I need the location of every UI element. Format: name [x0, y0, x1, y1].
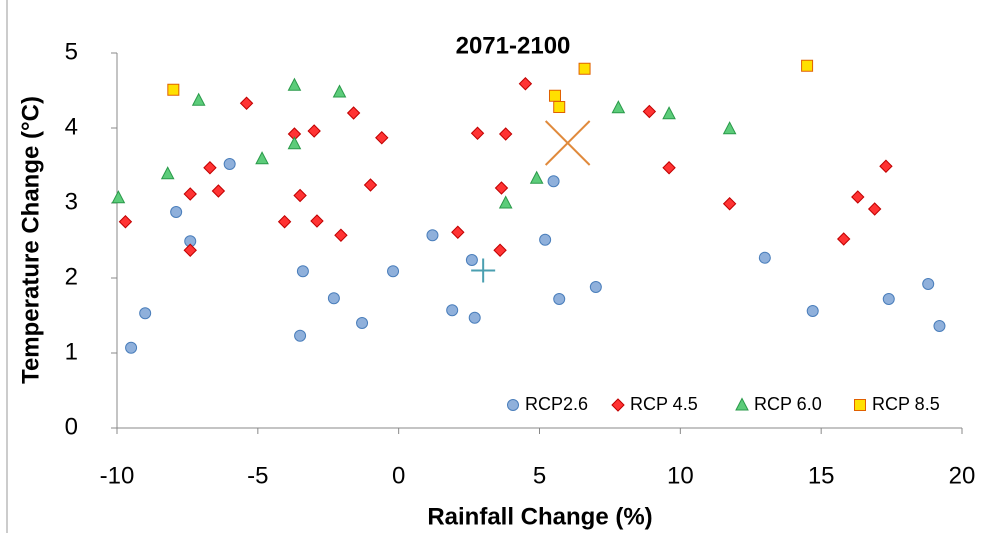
- point: [498, 195, 513, 209]
- point: [867, 202, 882, 216]
- point: [223, 158, 236, 170]
- point: [211, 184, 226, 198]
- point: [356, 317, 369, 329]
- point: [879, 159, 893, 173]
- legend-swatch: [507, 399, 519, 411]
- y-tick-label: 1: [65, 338, 78, 365]
- point: [494, 181, 509, 195]
- point: [255, 151, 269, 165]
- point: [611, 100, 626, 114]
- point: [553, 293, 566, 305]
- point: [287, 136, 302, 150]
- point: [662, 106, 676, 120]
- point: [139, 307, 152, 320]
- legend-label: RCP2.6: [525, 394, 588, 414]
- x-tick-label: -10: [100, 462, 135, 489]
- x-tick-label: 10: [667, 462, 694, 489]
- legend-swatch: [611, 398, 625, 412]
- point: [468, 311, 481, 324]
- x-tick-label: -5: [247, 462, 268, 489]
- point: [851, 190, 865, 204]
- x-axis-title: Rainfall Change (%): [427, 503, 652, 530]
- legend-label: RCP 4.5: [630, 394, 698, 414]
- x-tick-label: 20: [949, 462, 976, 489]
- point: [548, 89, 561, 102]
- mean-marker: [544, 120, 591, 166]
- point: [167, 83, 180, 96]
- point: [801, 59, 814, 72]
- y-tick-label: 3: [65, 188, 78, 215]
- point: [183, 243, 197, 257]
- point: [287, 77, 302, 91]
- y-tick-label: 4: [65, 113, 78, 140]
- point: [307, 124, 321, 138]
- point: [160, 166, 175, 180]
- point: [334, 228, 348, 242]
- point: [111, 190, 126, 204]
- point: [183, 187, 197, 201]
- point: [529, 170, 544, 184]
- point: [375, 131, 389, 145]
- point: [589, 281, 602, 293]
- legend-swatch: [735, 397, 749, 411]
- point: [662, 161, 676, 175]
- point: [578, 62, 591, 75]
- point: [806, 305, 819, 317]
- point: [547, 175, 560, 188]
- y-tick-label: 2: [65, 263, 78, 290]
- point: [539, 233, 552, 246]
- point: [310, 214, 324, 228]
- point: [296, 265, 309, 278]
- point: [239, 96, 254, 110]
- x-tick-label: 0: [392, 462, 405, 489]
- point: [722, 197, 737, 211]
- point: [446, 304, 459, 317]
- point: [498, 127, 513, 141]
- point: [493, 243, 507, 257]
- point: [518, 77, 533, 91]
- legend-swatch: [854, 399, 866, 411]
- legend-label: RCP 6.0: [754, 394, 822, 414]
- point: [293, 188, 307, 203]
- x-tick-label: 5: [533, 462, 546, 489]
- point: [332, 84, 347, 98]
- point: [203, 161, 217, 175]
- point: [363, 178, 378, 192]
- y-tick-label: 5: [65, 38, 78, 65]
- legend-label: RCP 8.5: [872, 394, 940, 414]
- x-tick-label: 15: [808, 462, 835, 489]
- point: [277, 215, 292, 229]
- chart-title: 2071-2100: [456, 32, 571, 59]
- mean-marker: [471, 258, 496, 283]
- point: [451, 225, 465, 239]
- point: [170, 206, 183, 218]
- point: [470, 126, 485, 140]
- point: [465, 254, 478, 266]
- point: [387, 265, 400, 278]
- point: [327, 292, 340, 305]
- point: [642, 104, 657, 119]
- point: [118, 215, 133, 229]
- point: [346, 106, 361, 120]
- point: [933, 320, 946, 332]
- point: [553, 101, 566, 113]
- y-axis-title: Temperature Change (°C): [17, 96, 44, 384]
- point: [836, 232, 851, 246]
- point: [426, 229, 439, 242]
- point: [125, 341, 138, 354]
- point: [294, 329, 307, 342]
- point: [882, 293, 895, 305]
- point: [191, 92, 206, 106]
- point: [922, 278, 935, 290]
- point: [758, 251, 771, 264]
- y-tick-label: 0: [65, 413, 78, 440]
- point: [722, 121, 737, 135]
